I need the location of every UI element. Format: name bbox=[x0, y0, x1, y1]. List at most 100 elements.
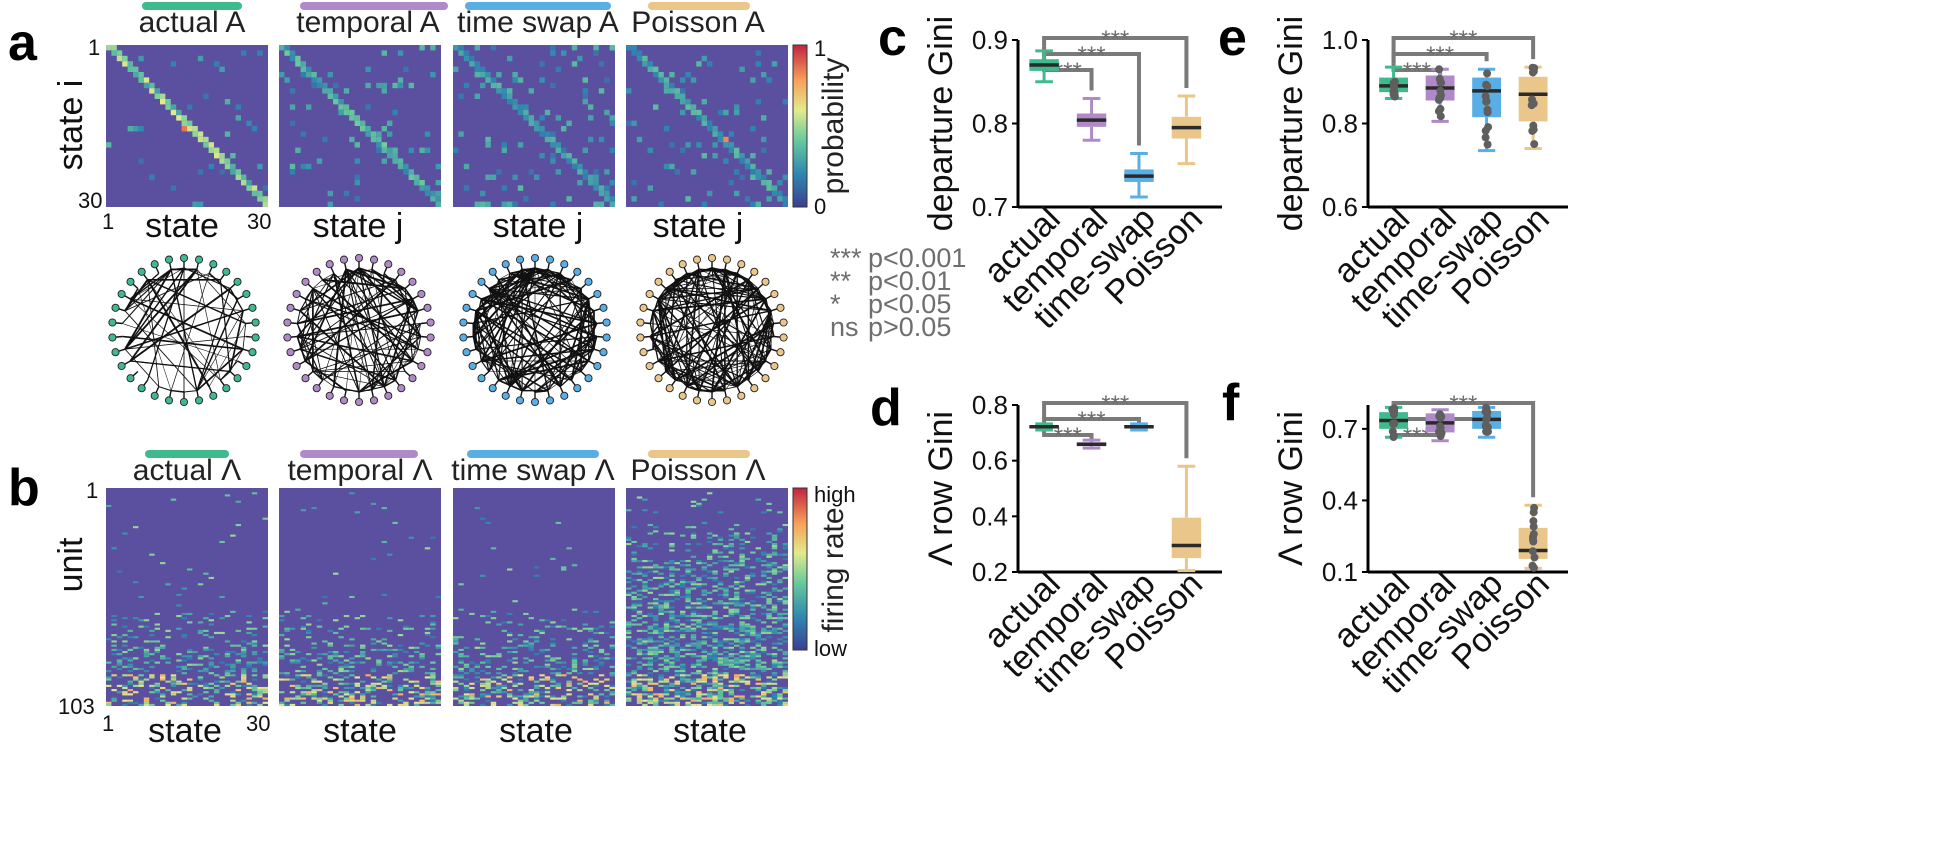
heatmap-a-cell bbox=[566, 120, 572, 126]
heatmap-b-cell bbox=[463, 663, 470, 666]
heatmap-b-cell bbox=[338, 678, 344, 681]
heatmap-b-cell bbox=[453, 638, 459, 641]
heatmap-b-cell bbox=[728, 610, 734, 613]
heatmap-b-cell bbox=[289, 684, 296, 687]
heatmap-b-cell bbox=[262, 701, 268, 704]
heatmap-b-cell bbox=[414, 661, 420, 664]
network-node bbox=[515, 255, 525, 264]
heatmap-b-cell bbox=[707, 701, 713, 704]
data-point bbox=[1388, 427, 1397, 436]
heatmap-b-cell bbox=[571, 686, 578, 690]
heatmap-b-cell bbox=[133, 636, 139, 639]
data-point bbox=[1483, 140, 1492, 149]
heatmap-b-cell bbox=[631, 572, 637, 575]
heatmap-b-cell bbox=[707, 676, 713, 679]
heatmap-b-cell bbox=[528, 678, 534, 681]
heatmap-a-cell bbox=[192, 126, 198, 132]
heatmap-a-cell bbox=[122, 61, 128, 67]
heatmap-a-cell bbox=[376, 142, 382, 148]
heatmap-a-cell bbox=[701, 55, 707, 62]
heatmap-b-cell bbox=[626, 686, 632, 690]
heatmap-b-cell bbox=[214, 674, 220, 677]
heatmap-a-cell bbox=[766, 196, 772, 202]
heatmap-b-cell bbox=[674, 644, 680, 647]
heatmap-b-cell bbox=[771, 610, 778, 613]
heatmap-a-cell bbox=[550, 82, 556, 89]
heatmap-b-cell bbox=[387, 644, 393, 647]
heatmap-a-cell bbox=[392, 109, 398, 116]
heatmap-b-cell bbox=[376, 627, 382, 630]
data-point bbox=[1483, 69, 1492, 78]
network-edge bbox=[412, 323, 422, 362]
heatmap-b-cell bbox=[490, 610, 497, 613]
heatmap-b-cell bbox=[642, 574, 648, 577]
heatmap-b-cell bbox=[143, 655, 150, 658]
heatmap-b-cell bbox=[636, 496, 643, 499]
heatmap-b-cell bbox=[653, 682, 659, 685]
network-edge bbox=[333, 385, 360, 393]
heatmap-b-cell bbox=[566, 682, 572, 685]
heatmap-b-cell bbox=[750, 629, 756, 632]
heatmap-b-cell bbox=[680, 674, 686, 677]
network-edge bbox=[480, 360, 490, 372]
heatmap-b-cell bbox=[669, 566, 675, 569]
heatmap-b-cell bbox=[122, 657, 128, 660]
heatmap-b-cell bbox=[755, 674, 761, 677]
heatmap-b-cell bbox=[149, 691, 155, 694]
heatmap-b-cell bbox=[463, 684, 470, 687]
heatmap-b-cell bbox=[463, 703, 470, 706]
network-node bbox=[639, 303, 648, 312]
network-edge bbox=[675, 267, 713, 281]
heatmap-b-cell bbox=[295, 659, 301, 662]
heatmap-b-cell bbox=[392, 521, 398, 524]
heatmap-b-cell bbox=[365, 684, 371, 687]
heatmap-a-cell bbox=[154, 88, 160, 94]
heatmap-b-cell bbox=[414, 703, 420, 706]
heatmap-b-cell bbox=[631, 559, 637, 563]
data-point bbox=[1481, 133, 1490, 142]
heatmap-b-cell bbox=[712, 689, 718, 692]
heatmap-a-cell bbox=[501, 185, 507, 191]
heatmap-b-cell bbox=[593, 610, 599, 613]
heatmap-b-cell bbox=[566, 638, 572, 641]
heatmap-b-cell bbox=[707, 564, 713, 567]
heatmap-b-cell bbox=[761, 572, 767, 575]
heatmap-b-cell bbox=[663, 625, 670, 628]
heatmap-b-cell bbox=[636, 602, 643, 605]
heatmap-b-cell bbox=[501, 621, 507, 624]
heatmap-b-cell bbox=[690, 568, 697, 571]
heatmap-b-cell bbox=[111, 689, 117, 692]
heatmap-b-cell bbox=[739, 648, 745, 651]
heatmap-a-cell bbox=[230, 169, 236, 175]
heatmap-b-cell bbox=[463, 655, 470, 658]
heatmap-b-cell bbox=[669, 593, 675, 596]
network-node bbox=[488, 384, 497, 393]
heatmap-b-cell bbox=[636, 610, 643, 613]
heatmap-b-cell bbox=[577, 678, 583, 681]
heatmap-b-cell bbox=[311, 642, 317, 645]
heatmap-a-cell bbox=[138, 72, 144, 78]
heatmap-b-cell bbox=[550, 678, 556, 681]
heatmap-b-cell bbox=[712, 570, 718, 573]
network-node bbox=[137, 267, 146, 276]
heatmap-b-cell bbox=[295, 661, 301, 664]
heatmap-b-cell bbox=[771, 674, 778, 677]
heatmap-b-cell bbox=[647, 606, 653, 609]
heatmap-a-cell bbox=[588, 115, 594, 121]
heatmap-a-cell bbox=[707, 120, 713, 126]
heatmap-b-cell bbox=[755, 547, 761, 550]
heatmap-b-cell bbox=[133, 676, 139, 679]
heatmap-b-cell bbox=[598, 661, 605, 664]
title-bar-temporal-a bbox=[300, 2, 448, 10]
heatmap-a-cell bbox=[496, 169, 502, 175]
network-edge bbox=[229, 310, 244, 372]
network-edge bbox=[220, 371, 231, 381]
heatmap-a-cell bbox=[430, 196, 436, 202]
heatmap-b-cell bbox=[490, 703, 497, 706]
heatmap-b-cell bbox=[771, 672, 778, 675]
heatmap-a-cell bbox=[653, 72, 659, 78]
heatmap-b-cell bbox=[430, 636, 436, 639]
heatmap-b-cell bbox=[663, 581, 670, 584]
heatmap-b-cell bbox=[176, 604, 182, 607]
heatmap-b-cell bbox=[588, 646, 594, 649]
